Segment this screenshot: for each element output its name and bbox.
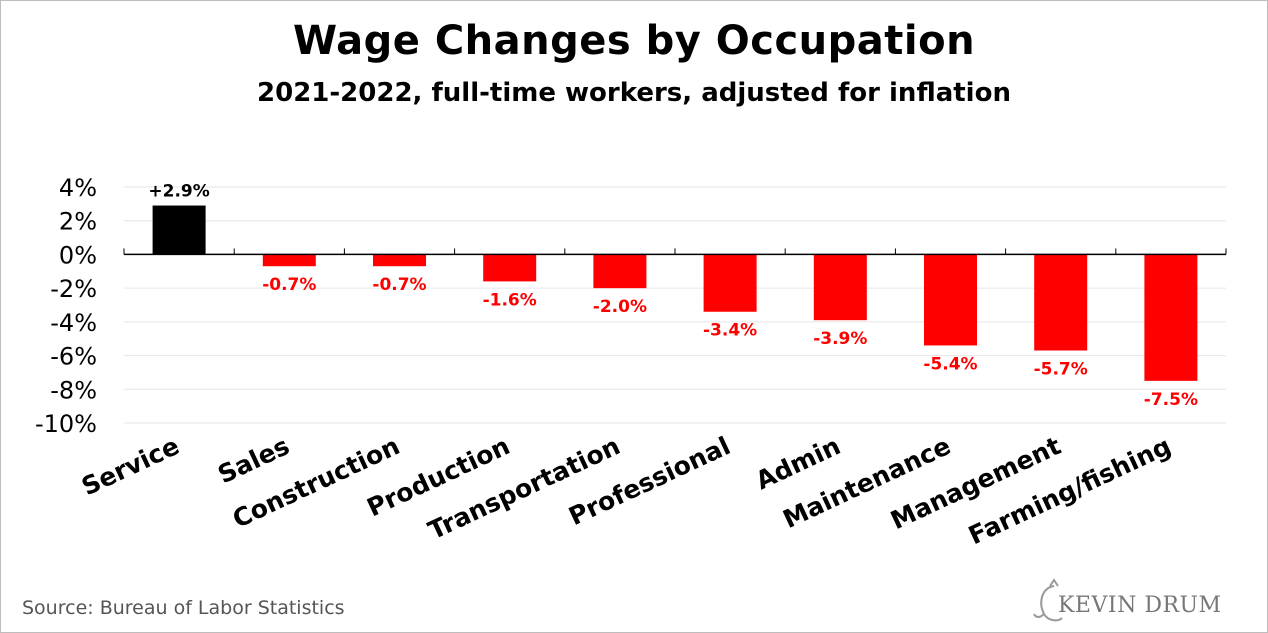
bar <box>262 254 316 267</box>
data-label: -2.0% <box>593 297 647 317</box>
bar <box>924 254 977 346</box>
y-tick-label: 2% <box>59 208 97 236</box>
bar <box>373 254 426 267</box>
data-label: -5.4% <box>923 354 977 374</box>
y-tick-label: -2% <box>50 275 97 303</box>
bar <box>593 254 647 289</box>
logo-text: KEVIN DRUM <box>1058 593 1222 618</box>
y-tick-label: 0% <box>59 241 97 269</box>
bar <box>483 254 537 282</box>
x-category-label: Service <box>77 431 183 501</box>
source-note: Source: Bureau of Labor Statistics <box>22 597 345 619</box>
bar <box>152 205 206 255</box>
data-label: -5.7% <box>1034 360 1088 380</box>
bar <box>1034 254 1088 351</box>
y-tick-label: -10% <box>35 410 97 438</box>
cat-icon <box>1033 578 1063 622</box>
data-label: -1.6% <box>483 290 537 310</box>
kevin-drum-logo <box>1033 578 1063 622</box>
bar <box>1144 254 1198 381</box>
data-label: -7.5% <box>1144 390 1198 410</box>
y-tick-label: -6% <box>50 343 97 371</box>
x-category-label: Farming/fishing <box>964 431 1175 550</box>
x-category-label: Transportation <box>424 431 625 545</box>
data-label: -0.7% <box>372 275 426 295</box>
data-label: -3.9% <box>813 329 867 349</box>
bar <box>703 254 757 312</box>
x-category-label: Sales <box>213 431 293 489</box>
bar <box>813 254 867 321</box>
y-tick-label: -4% <box>50 309 97 337</box>
y-tick-label: 4% <box>59 174 97 202</box>
data-label: -3.4% <box>703 321 757 341</box>
chart-subtitle: 2021-2022, full-time workers, adjusted f… <box>257 78 1011 108</box>
data-label: -0.7% <box>262 275 316 295</box>
data-label: +2.9% <box>148 182 209 202</box>
chart-title: Wage Changes by Occupation <box>292 18 976 64</box>
bar-chart: 4% 2% 0% -2% -4% -6% -8% -10% +2.9% Service -0.7% S… <box>35 174 1227 550</box>
y-tick-label: -8% <box>50 376 97 404</box>
